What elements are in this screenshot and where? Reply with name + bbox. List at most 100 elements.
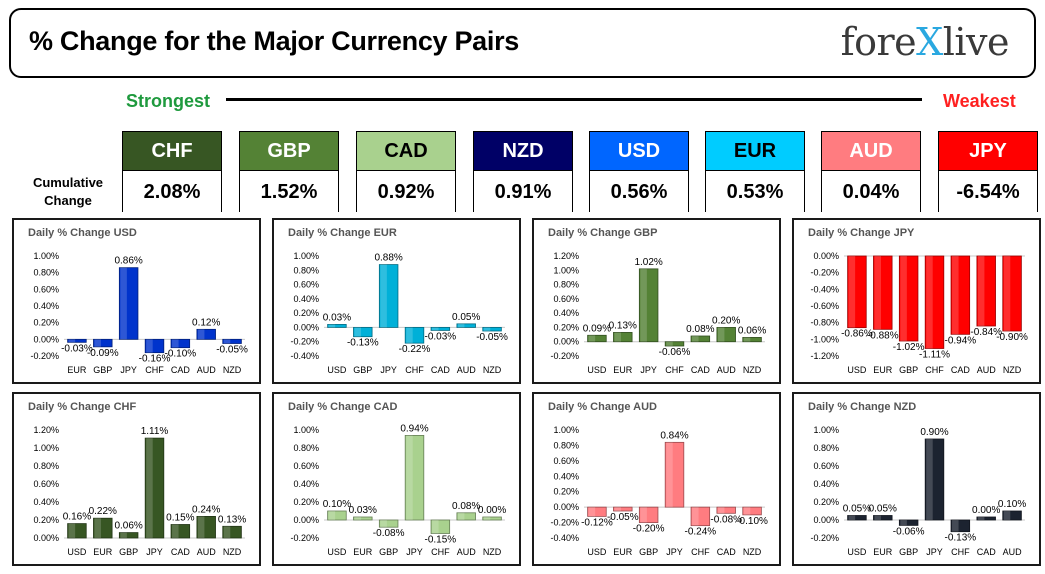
data-label: 0.09% [583,323,611,334]
chart-bar [378,264,399,328]
data-label: -0.06% [659,347,691,358]
strongest-label: Strongest [126,91,211,111]
x-category-label: GBP [899,547,918,557]
x-category-label: NZD [483,365,502,375]
data-label: 1.11% [141,426,169,437]
data-label: 0.88% [374,253,402,264]
x-category-label: CAD [691,365,711,375]
currency-code: GBP [240,132,338,171]
chart-panel-2: Daily % Change GBP 1.20% 1.00% 0.80% 0.60% 0.… [532,218,781,384]
currency-box-gbp: GBP 1.52% [239,131,339,213]
chart-bar [482,327,502,332]
data-label: 0.90% [920,427,948,438]
chart-title: Daily % Change NZD [808,401,917,413]
y-tick-label: 0.40% [553,471,579,481]
y-tick-label: 0.80% [293,443,319,453]
bar-highlight [120,267,127,340]
chart-title: Daily % Change USD [28,227,137,239]
chart-bar [873,255,893,330]
x-category-label: USD [67,547,87,557]
chart-panel-6: Daily % Change AUD 1.00% 0.80% 0.60% 0.40% 0.… [532,392,781,566]
bar-highlight [848,256,856,328]
bar-highlight [952,520,959,532]
y-tick-label: -0.40% [810,284,839,294]
bar-highlight [68,339,76,343]
data-label: -0.08% [373,528,405,539]
bar-highlight [640,507,647,523]
currency-box-eur: EUR 0.53% [705,131,805,213]
y-tick-label: 0.60% [33,284,59,294]
x-category-label: EUR [613,547,633,557]
currency-code: NZD [474,132,572,171]
x-category-label: GBP [899,365,918,375]
data-label: -0.84% [970,327,1002,338]
x-category-label: GBP [379,547,398,557]
x-category-label: CHF [431,547,450,557]
bar-highlight [926,439,933,520]
chart-bar [873,515,893,521]
data-label: -0.15% [425,535,457,546]
y-tick-label: 0.00% [33,334,59,344]
x-category-label: CHF [145,365,164,375]
data-label: 0.16% [63,512,91,523]
chart-bar [404,435,425,521]
x-category-label: CHF [691,547,710,557]
chart-bar [847,255,867,329]
chart-panel-4: Daily % Change CHF 1.20% 1.00% 0.80% 0.60% 0.… [12,392,261,566]
chart-bar [144,437,165,539]
bar-highlight [588,507,596,517]
chart-bar [716,327,736,343]
data-label: 0.84% [660,430,688,441]
bar-highlight [406,327,413,344]
currency-box-cad: CAD 0.92% [356,131,456,213]
chart-bar [898,519,919,526]
x-category-label: AUD [197,547,217,557]
x-category-label: USD [587,547,607,557]
bar-highlight [717,507,725,514]
data-label: -0.05% [476,332,508,343]
bar-highlight [743,337,751,342]
y-tick-label: 0.60% [33,479,59,489]
x-category-label: USD [847,365,867,375]
chart-svg: 1.00% 0.80% 0.60% 0.40% 0.20% 0.00% -0.20% 0.05… [810,425,1026,557]
bar-highlight [848,515,856,520]
y-tick-label: 1.00% [33,251,59,261]
currency-box-usd: USD 0.56% [589,131,689,213]
currency-box-aud: AUD 0.04% [821,131,921,213]
chart-svg: 1.00% 0.80% 0.60% 0.40% 0.20% 0.00% -0.20% -0.4… [550,425,768,557]
bar-highlight [692,507,699,526]
y-tick-label: -1.20% [810,351,839,361]
strength-scale-line [226,98,922,101]
cumulative-change-value: 0.92% [357,171,455,213]
x-category-label: USD [847,547,867,557]
x-category-label: CAD [431,365,451,375]
chart-bar [690,335,711,343]
y-tick-label: -0.20% [290,533,319,543]
currency-code: JPY [939,132,1037,171]
data-label: -0.13% [347,338,379,349]
data-label: 0.13% [609,320,637,331]
x-category-label: GBP [119,547,138,557]
x-category-label: USD [327,547,347,557]
bar-highlight [223,339,231,344]
y-tick-label: -0.40% [550,533,579,543]
chart-bar [67,523,87,539]
chart-bar [456,512,476,521]
chart-panel-0: Daily % Change USD 1.00% 0.80% 0.60% 0.40% 0.… [12,218,261,384]
data-label: 1.02% [634,257,662,268]
chart-panel-1: Daily % Change EUR 1.00% 0.80% 0.60% 0.40% 0.… [272,218,521,384]
bar-highlight [406,435,413,520]
x-category-label: CHF [925,365,944,375]
data-label: -0.13% [945,533,977,544]
bar-highlight [666,442,673,508]
bar-highlight [926,256,933,349]
bar-highlight [354,517,361,520]
chart-svg: 1.20% 1.00% 0.80% 0.60% 0.40% 0.20% 0.00% -0.20… [550,251,766,375]
data-label: 0.24% [192,504,220,515]
x-category-label: NZD [223,365,242,375]
y-tick-label: 0.00% [813,251,839,261]
bar-highlight [328,324,336,328]
chart-bar [664,441,685,508]
currency-box-chf: CHF 2.08% [122,131,222,213]
bar-highlight [457,323,465,328]
